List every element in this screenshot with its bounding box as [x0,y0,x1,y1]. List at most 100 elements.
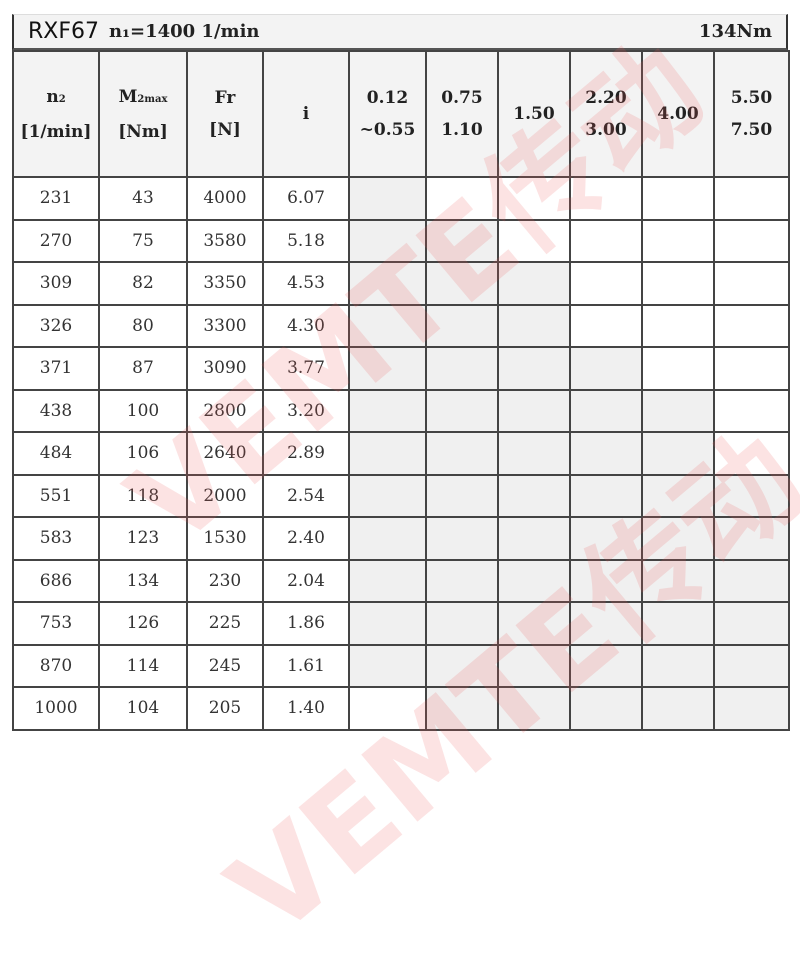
power-cell-3 [569,686,643,731]
power-cell-5 [713,176,790,221]
power-cell-1 [425,218,499,263]
power-cell-0 [348,558,427,603]
power-cell-3 [569,601,643,646]
cell-n2: 309 [12,261,100,306]
cell-fr: 2640 [186,431,264,476]
table-title-bar: RXF67 n₁=1400 1/min 134Nm [12,14,788,50]
header-power-3: 2.20 3.00 [569,50,643,178]
cell-i: 3.20 [262,388,350,433]
cell-fr: 3300 [186,303,264,348]
power-cell-1 [425,473,499,518]
rated-torque: 134Nm [698,21,772,42]
model-name: RXF67 [28,19,100,44]
power-cell-2 [497,176,571,221]
header-power-5: 5.50 7.50 [713,50,790,178]
power-cell-5 [713,388,790,433]
power-cell-4 [641,346,715,391]
power-cell-3 [569,303,643,348]
power-cell-3 [569,176,643,221]
cell-i: 4.30 [262,303,350,348]
cell-i: 2.04 [262,558,350,603]
power-cell-4 [641,261,715,306]
power-cell-0 [348,388,427,433]
cell-i: 5.18 [262,218,350,263]
power-cell-0 [348,643,427,688]
table-row: 270 75 3580 5.18 [12,218,790,263]
cell-i: 1.40 [262,686,350,731]
power-cell-3 [569,473,643,518]
table-row: 583 123 1530 2.40 [12,516,790,561]
cell-m2: 75 [98,218,188,263]
power-cell-0 [348,218,427,263]
cell-i: 2.54 [262,473,350,518]
cell-m2: 126 [98,601,188,646]
power-cell-1 [425,261,499,306]
cell-i: 3.77 [262,346,350,391]
power-cell-5 [713,346,790,391]
power-cell-0 [348,346,427,391]
power-cell-1 [425,388,499,433]
cell-fr: 2800 [186,388,264,433]
table-row: 438 100 2800 3.20 [12,388,790,433]
cell-i: 2.40 [262,516,350,561]
cell-fr: 205 [186,686,264,731]
power-cell-4 [641,388,715,433]
header-row: n2 [1/min] M2max [Nm] Fr [N] i 0.12 ~0.55 0.7… [12,50,790,178]
table-row: 484 106 2640 2.89 [12,431,790,476]
cell-fr: 4000 [186,176,264,221]
power-cell-0 [348,176,427,221]
cell-n2: 551 [12,473,100,518]
power-cell-2 [497,686,571,731]
power-cell-5 [713,218,790,263]
cell-n2: 1000 [12,686,100,731]
cell-m2: 43 [98,176,188,221]
cell-n2: 231 [12,176,100,221]
cell-n2: 326 [12,303,100,348]
power-cell-4 [641,601,715,646]
power-cell-3 [569,218,643,263]
cell-fr: 3580 [186,218,264,263]
power-cell-4 [641,516,715,561]
cell-i: 2.89 [262,431,350,476]
power-cell-2 [497,303,571,348]
power-cell-5 [713,303,790,348]
power-cell-2 [497,558,571,603]
table-row: 1000 104 205 1.40 [12,686,790,731]
power-cell-0 [348,431,427,476]
power-cell-5 [713,431,790,476]
cell-m2: 106 [98,431,188,476]
power-cell-1 [425,686,499,731]
power-cell-3 [569,346,643,391]
cell-fr: 1530 [186,516,264,561]
power-cell-2 [497,473,571,518]
cell-m2: 123 [98,516,188,561]
power-cell-5 [713,686,790,731]
power-cell-5 [713,601,790,646]
power-cell-5 [713,643,790,688]
power-cell-3 [569,261,643,306]
cell-fr: 225 [186,601,264,646]
power-cell-5 [713,261,790,306]
cell-fr: 2000 [186,473,264,518]
cell-n2: 371 [12,346,100,391]
cell-fr: 3090 [186,346,264,391]
motor-selection-table-container: RXF67 n₁=1400 1/min 134Nm n2 [1/min] M2ma… [12,14,790,731]
power-cell-2 [497,388,571,433]
power-cell-3 [569,388,643,433]
power-cell-4 [641,218,715,263]
cell-m2: 87 [98,346,188,391]
cell-m2: 104 [98,686,188,731]
power-cell-2 [497,601,571,646]
power-cell-0 [348,686,427,731]
cell-m2: 100 [98,388,188,433]
table-row: 753 126 225 1.86 [12,601,790,646]
cell-m2: 80 [98,303,188,348]
table-row: 551 118 2000 2.54 [12,473,790,518]
power-cell-5 [713,558,790,603]
power-cell-2 [497,643,571,688]
power-cell-4 [641,431,715,476]
header-m2max: M2max [Nm] [98,50,188,178]
header-power-4: 4.00 [641,50,715,178]
cell-i: 6.07 [262,176,350,221]
cell-n2: 686 [12,558,100,603]
